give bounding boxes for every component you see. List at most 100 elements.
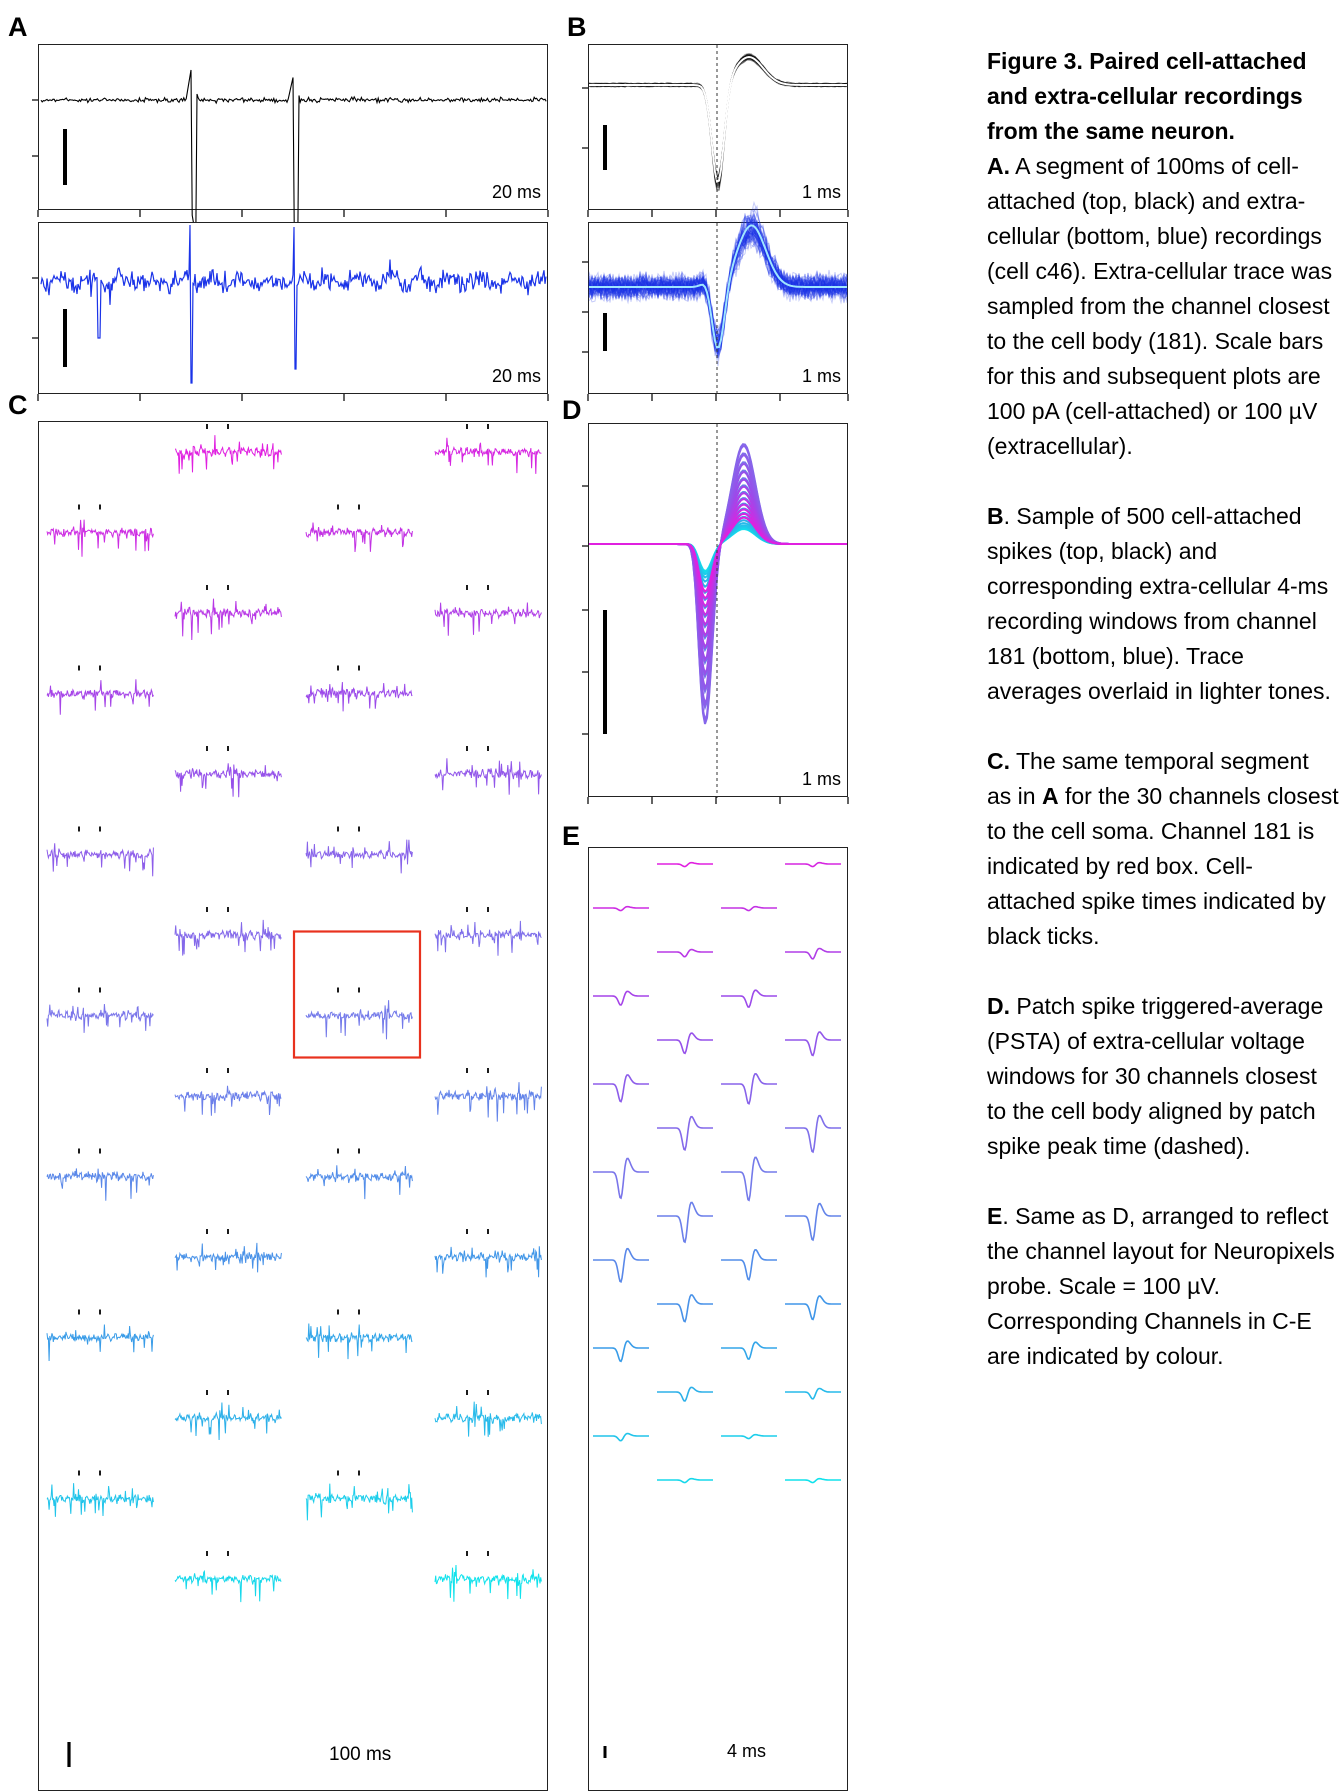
extracellular-window-overlay	[588, 200, 848, 395]
probe-waveform	[785, 1114, 841, 1154]
window-overlay-trace	[588, 219, 848, 356]
window-overlay-trace	[588, 214, 848, 354]
window-overlay-trace	[588, 217, 848, 355]
window-overlay-trace	[588, 221, 848, 358]
window-overlay-trace	[588, 213, 848, 353]
window-overlay-trace	[588, 228, 848, 349]
window-overlay-trace	[588, 219, 848, 342]
channel-trace	[434, 437, 542, 474]
caption-b: B. Sample of 500 cell-attached spikes (t…	[987, 499, 1339, 709]
panel-c-channel-grid: 100 ms	[38, 421, 548, 1791]
probe-waveform	[657, 948, 713, 958]
probe-waveform	[721, 905, 777, 912]
panel-label-d: D	[562, 395, 582, 425]
panel-label-e: E	[562, 821, 581, 851]
window-overlay-trace	[588, 233, 848, 331]
window-overlay-trace	[588, 224, 848, 335]
spike-overlay-trace	[588, 54, 848, 181]
channel-trace	[46, 519, 154, 557]
channel-trace	[46, 843, 154, 877]
window-overlay-trace	[588, 234, 848, 340]
window-overlay-trace	[588, 228, 848, 347]
window-overlay-trace	[588, 224, 848, 345]
probe-waveform	[593, 990, 649, 1006]
spike-overlay-trace	[588, 55, 848, 180]
probe-waveform	[721, 1072, 777, 1105]
panel-b-axis	[582, 87, 849, 401]
probe-waveform	[785, 861, 841, 868]
scale-label-b-top: 1 ms	[801, 182, 841, 202]
probe-waveform	[721, 1156, 777, 1202]
window-overlay-trace	[588, 229, 848, 340]
caption-a-text: A segment of 100ms of cell-attached (top…	[987, 153, 1333, 459]
channel-trace	[305, 1483, 413, 1521]
caption-c-text-1: The same temporal segment as in	[987, 748, 1309, 809]
channel-trace	[174, 1569, 282, 1603]
channel-trace	[434, 1564, 542, 1602]
channel-trace	[305, 1323, 413, 1360]
caption-b-text: . Sample of 500 cell-attached spikes (to…	[987, 503, 1331, 704]
caption-title: Figure 3. Paired cell-attached and extra…	[987, 48, 1307, 144]
window-overlay-trace	[588, 228, 848, 345]
window-overlay-trace	[588, 204, 848, 358]
channel-trace	[174, 1402, 282, 1441]
window-overlay-trace	[588, 214, 848, 356]
channel-trace	[174, 1085, 282, 1116]
caption-b-key: B	[987, 503, 1004, 529]
caption-e-key: E	[987, 1203, 1003, 1229]
window-overlay-trace	[588, 227, 848, 334]
channel-trace	[46, 679, 154, 715]
caption-e-text: . Same as D, arranged to reflect the cha…	[987, 1203, 1335, 1369]
window-overlay-trace	[588, 218, 848, 341]
caption-d-text: Patch spike triggered-average (PSTA) of …	[987, 993, 1324, 1159]
scale-label-b-bottom: 1 ms	[801, 366, 841, 386]
channel-trace	[174, 919, 282, 956]
window-overlay-trace	[588, 217, 848, 345]
panel-d-axis	[582, 485, 849, 804]
window-overlay-trace	[588, 230, 848, 335]
scale-label-d: 1 ms	[801, 769, 841, 789]
channel-trace	[46, 1324, 154, 1362]
window-overlay-trace	[588, 217, 848, 345]
window-overlay-trace	[588, 219, 848, 346]
window-overlay-trace	[588, 207, 848, 357]
window-overlay-trace	[588, 219, 848, 344]
probe-waveform	[785, 1031, 841, 1057]
scale-label-e: 4 ms	[727, 1741, 767, 1761]
channel-trace	[305, 1000, 413, 1040]
scale-label-c: 100 ms	[329, 1744, 392, 1765]
figure-caption: Figure 3. Paired cell-attached and extra…	[987, 44, 1339, 1409]
window-overlay-trace	[588, 228, 848, 342]
window-overlay-trace	[588, 219, 848, 355]
panel-e-probe-layout: 4 ms	[588, 847, 848, 1791]
probe-waveform	[657, 861, 713, 868]
channel-trace	[46, 1168, 154, 1201]
panel-label-a: A	[8, 12, 28, 42]
window-overlay-trace	[588, 216, 848, 355]
channel-trace	[305, 522, 413, 553]
channel-trace	[305, 682, 413, 712]
window-overlay-trace	[588, 227, 848, 346]
extracellular-trace-line	[40, 224, 547, 384]
window-overlay-trace	[588, 213, 848, 350]
channel-trace	[174, 763, 282, 798]
window-overlay-trace	[588, 223, 848, 343]
panel-label-b: B	[567, 12, 587, 42]
caption-c: C. The same temporal segment as in A for…	[987, 744, 1339, 954]
probe-waveform	[657, 1201, 713, 1244]
panel-a-axis	[32, 99, 549, 401]
probe-waveform	[593, 1157, 649, 1200]
spike-average-trace	[589, 55, 847, 183]
probe-waveform	[785, 1295, 841, 1321]
panel-a-cell-attached: 20 ms	[38, 44, 548, 241]
window-overlay-trace	[588, 233, 848, 339]
panel-a-extracellular: 20 ms	[38, 222, 548, 394]
channel-traces	[46, 424, 542, 1767]
probe-waveform	[721, 1248, 777, 1281]
window-overlay-trace	[588, 224, 848, 353]
channel-trace	[46, 1483, 154, 1517]
probe-waveform	[593, 1074, 649, 1103]
channel-trace	[305, 1165, 413, 1200]
window-overlay-trace	[588, 232, 848, 334]
caption-c-ref: A	[1041, 783, 1059, 809]
